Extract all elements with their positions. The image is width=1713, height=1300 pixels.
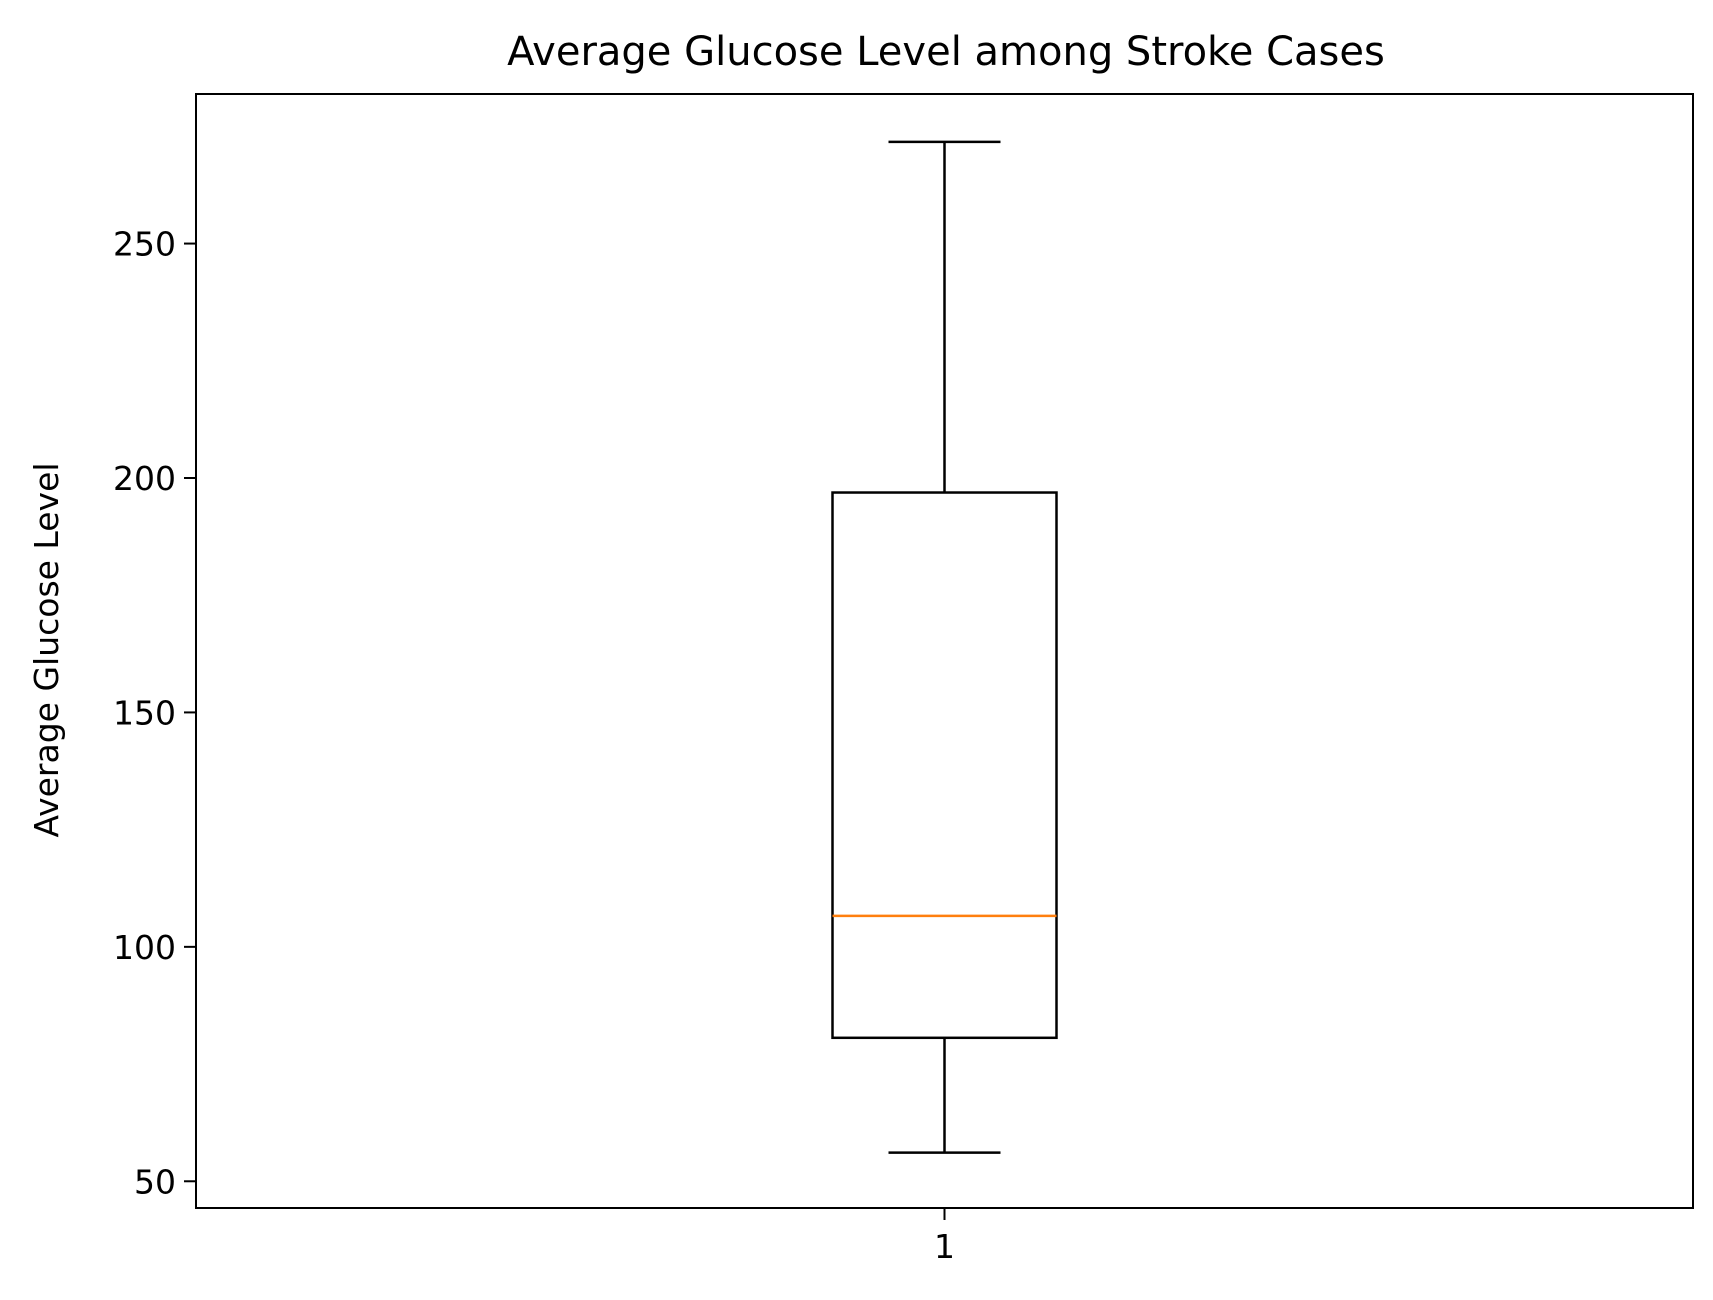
iqr-box xyxy=(831,491,1058,1040)
plot-area: 50 100 150 200 250 1 xyxy=(113,93,1694,1266)
y-tick-label: 150 xyxy=(113,693,176,732)
y-axis-label: Average Glucose Level xyxy=(27,462,66,837)
y-tick-label: 50 xyxy=(134,1162,176,1201)
chart-title: Average Glucose Level among Stroke Cases xyxy=(507,29,1385,75)
y-tick-label: 200 xyxy=(113,459,176,498)
y-tick-label: 100 xyxy=(113,928,176,967)
axes-frame xyxy=(195,93,1694,1209)
y-tick-label: 250 xyxy=(113,225,176,264)
x-tick-label: 1 xyxy=(934,1227,955,1266)
